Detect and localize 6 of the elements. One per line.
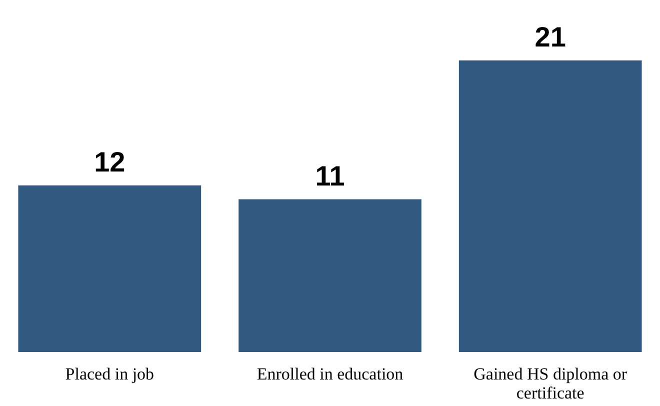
x-tick-label: Gained HS diploma or certificate	[474, 364, 628, 402]
data-label: 11	[315, 160, 345, 192]
data-label: 12	[94, 146, 126, 178]
x-tick-label: Placed in job	[65, 364, 154, 384]
data-label: 21	[534, 21, 566, 52]
x-tick-label: Enrolled in education	[256, 364, 404, 384]
